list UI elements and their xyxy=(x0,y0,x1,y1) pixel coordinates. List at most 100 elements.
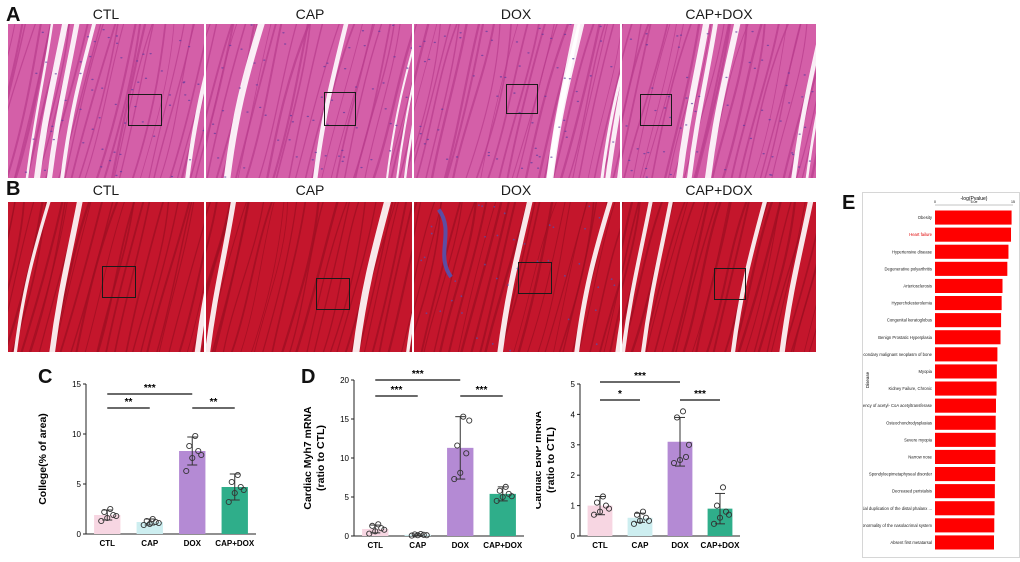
collagen-speck xyxy=(503,212,506,215)
enrichment-bar xyxy=(935,449,996,464)
nucleus xyxy=(735,31,738,33)
nucleus xyxy=(93,40,97,43)
muscle-fiber xyxy=(524,24,570,178)
masson-label-capdox: CAP+DOX xyxy=(685,182,753,198)
tissue-gap xyxy=(49,202,83,352)
nucleus xyxy=(690,102,694,105)
muscle-fiber xyxy=(808,327,816,352)
muscle-fiber xyxy=(262,202,298,352)
muscle-fiber xyxy=(84,24,125,178)
nucleus xyxy=(255,84,259,86)
muscle-fiber xyxy=(651,24,692,178)
collagen-speck xyxy=(493,205,496,208)
roi-box xyxy=(640,94,672,126)
nucleus xyxy=(564,130,567,133)
nucleus xyxy=(779,120,782,122)
nucleus xyxy=(391,24,395,27)
muscle-fiber xyxy=(158,202,195,352)
disease-label: Secondary malignant neoplasm of bone xyxy=(863,352,933,357)
muscle-fiber xyxy=(385,80,412,178)
muscle-fiber xyxy=(372,31,412,178)
data-point xyxy=(198,451,205,459)
panel-letter-c: C xyxy=(38,366,53,388)
enrichment-bar xyxy=(935,313,1002,328)
collagen-speck xyxy=(439,310,442,313)
tissue-gap xyxy=(497,202,533,352)
panel-letter-b: B xyxy=(6,178,21,200)
roi-box xyxy=(506,84,538,114)
data-point xyxy=(673,414,681,421)
nucleus xyxy=(790,152,794,154)
data-point xyxy=(104,514,111,522)
nucleus xyxy=(120,57,123,59)
collagen-speck xyxy=(430,225,433,228)
muscle-fiber xyxy=(29,202,66,352)
collagen-speck xyxy=(597,286,600,289)
significance-stars: *** xyxy=(412,370,424,380)
nucleus xyxy=(24,171,28,173)
nucleus xyxy=(114,103,117,106)
nucleus xyxy=(342,156,346,158)
nucleus xyxy=(224,176,227,178)
y-tick-label: 5 xyxy=(77,480,82,489)
nucleus xyxy=(100,166,103,168)
y-tick-label: 10 xyxy=(340,454,349,463)
muscle-fiber xyxy=(475,24,512,178)
muscle-fiber xyxy=(664,24,701,178)
y-tick-label: 5 xyxy=(345,493,350,502)
collagen-speck xyxy=(461,312,463,314)
nucleus xyxy=(211,123,215,125)
muscle-fiber xyxy=(753,202,792,352)
nucleus xyxy=(459,37,462,39)
nucleus xyxy=(91,128,94,130)
tissue-gap xyxy=(791,44,816,178)
nucleus xyxy=(115,42,119,44)
muscle-fiber xyxy=(671,202,710,352)
nucleus xyxy=(645,176,648,178)
nucleus xyxy=(706,33,709,35)
nucleus xyxy=(630,169,633,172)
disease-label: Arteriosclerosis xyxy=(903,283,932,288)
muscle-fiber xyxy=(448,202,488,352)
disease-label: Severe myopia xyxy=(904,437,933,442)
muscle-fiber xyxy=(258,24,298,178)
data-point xyxy=(466,417,473,424)
muscle-fiber xyxy=(609,303,620,352)
disease-label: Deficiency of acetyl- CoA acetyltransfer… xyxy=(863,403,933,408)
muscle-fiber xyxy=(695,24,732,178)
nucleus xyxy=(170,175,174,178)
collagen-speck xyxy=(481,205,484,208)
muscle-fiber xyxy=(103,24,142,178)
collagen-speck xyxy=(484,263,486,266)
x-tick-label: CTL xyxy=(592,541,608,550)
nucleus xyxy=(168,104,172,106)
data-point xyxy=(716,514,724,521)
muscle-fiber xyxy=(744,24,789,178)
nucleus xyxy=(667,95,671,98)
muscle-fiber xyxy=(59,202,103,352)
muscle-fiber xyxy=(206,24,233,120)
muscle-fiber xyxy=(251,202,285,352)
collagen-speck xyxy=(598,216,601,219)
nucleus xyxy=(388,150,392,152)
muscle-fiber xyxy=(235,24,277,178)
x-tick-label: 5.0e xyxy=(971,200,978,204)
muscle-fiber xyxy=(771,24,808,178)
nucleus xyxy=(496,95,499,97)
disease-label: Heart failure xyxy=(909,232,932,237)
nucleus xyxy=(662,151,666,153)
muscle-fiber xyxy=(20,202,64,352)
nucleus xyxy=(679,34,683,36)
he-image-cap xyxy=(206,24,412,178)
collagen-speck xyxy=(460,295,463,298)
he-image-capdox xyxy=(622,24,816,178)
masson-texture xyxy=(414,202,620,352)
muscle-fiber xyxy=(8,202,16,241)
nucleus xyxy=(725,76,728,79)
nucleus xyxy=(541,33,544,36)
collagen-speck xyxy=(610,278,613,281)
data-point xyxy=(454,442,461,449)
muscle-fiber xyxy=(452,24,495,178)
disease-enrichment-panel: -log(Pvalue) 0 5.0e 15 Disease Obesity Heart f… xyxy=(852,192,1020,558)
nucleus xyxy=(685,76,689,79)
